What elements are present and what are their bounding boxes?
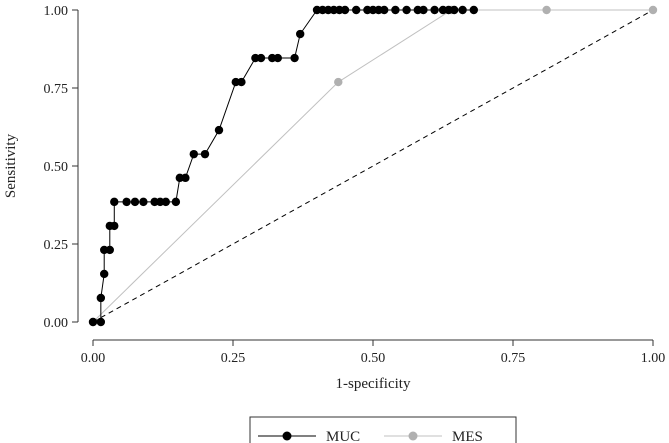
legend: MUC MES (249, 416, 517, 443)
legend-label: MES (452, 429, 483, 443)
legend-item-muc: MUC (258, 429, 360, 443)
legend-item-mes: MES (384, 429, 483, 443)
data-point-muc (96, 293, 106, 303)
data-point-muc (110, 197, 119, 207)
data-point-muc (450, 5, 459, 15)
data-point-muc (110, 221, 119, 231)
data-point-muc (100, 269, 109, 279)
data-point-muc (200, 149, 210, 159)
y-tick-label: 0.75 (44, 82, 69, 97)
data-point-muc (181, 173, 190, 183)
x-axis-title: 1-specificity (336, 376, 411, 392)
y-tick-label: 0.00 (44, 316, 69, 331)
data-point-mes (648, 5, 658, 15)
data-point-muc (290, 53, 299, 63)
series-line-muc (93, 9, 474, 323)
data-point-muc (380, 5, 389, 15)
data-point-muc (469, 5, 478, 15)
data-point-muc (256, 53, 266, 63)
data-point-muc (122, 197, 131, 207)
data-point-muc (340, 5, 350, 15)
data-point-muc (189, 149, 198, 159)
x-tick-label: 0.25 (221, 351, 246, 366)
y-tick-label: 0.50 (44, 160, 69, 175)
data-point-muc (419, 5, 428, 15)
legend-frame (249, 416, 517, 443)
x-tick-label: 0.00 (81, 351, 106, 366)
series-muc (88, 5, 478, 327)
data-point-muc (391, 5, 400, 15)
data-point-mes (334, 77, 343, 87)
data-point-muc (458, 5, 467, 15)
data-point-muc (352, 5, 361, 15)
legend-label: MUC (326, 429, 360, 443)
data-point-mes (542, 5, 551, 15)
data-point-muc (130, 197, 140, 207)
data-point-muc (402, 5, 411, 15)
legend-marker (408, 431, 418, 441)
data-point-muc (237, 77, 246, 87)
x-tick-label: 0.50 (361, 351, 386, 366)
legend-marker (282, 431, 292, 441)
y-tick-label: 0.25 (44, 238, 69, 253)
y-axis-title: Sensitivity (3, 133, 19, 198)
series-layer (88, 5, 658, 327)
data-point-muc (96, 317, 106, 327)
series-mes (88, 5, 658, 327)
reference-diagonal (92, 9, 654, 323)
axes: 0.00 0.25 0.50 0.75 1.00 0.00 0.25 0.50 0.75 1.00 (44, 4, 666, 366)
y-tick-label: 1.00 (44, 4, 69, 19)
data-point-muc (273, 53, 282, 63)
data-point-muc (105, 245, 115, 255)
data-point-muc (214, 125, 224, 135)
data-point-muc (88, 317, 98, 327)
x-tick-label: 1.00 (641, 351, 666, 366)
data-point-muc (139, 197, 148, 207)
data-point-muc (296, 29, 305, 39)
data-point-muc (161, 197, 170, 207)
data-point-muc (430, 5, 439, 15)
data-point-muc (171, 197, 181, 207)
reference-line (92, 9, 654, 323)
x-tick-label: 0.75 (501, 351, 526, 366)
